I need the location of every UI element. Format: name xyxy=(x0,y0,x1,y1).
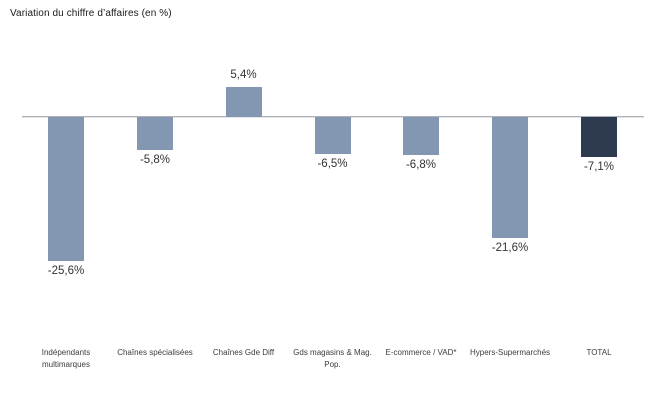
category-label: E-commerce / VAD* xyxy=(385,348,457,357)
bar-value-label: -25,6% xyxy=(47,264,85,277)
bar xyxy=(492,117,528,239)
bar-value-label: -5,8% xyxy=(139,153,171,166)
bar-total xyxy=(581,117,617,157)
chart-title: Variation du chiffre d’affaires (en %) xyxy=(10,8,172,19)
category-label: TOTAL xyxy=(586,348,612,357)
bar xyxy=(403,117,439,156)
category-label: Chaînes Gde Diff xyxy=(212,348,275,357)
bar xyxy=(137,117,173,150)
bar-value-label: 5,4% xyxy=(230,68,257,81)
category-label: Gds magasins & Mag. Pop. xyxy=(293,348,372,369)
bar xyxy=(225,86,262,117)
category-label: Indépendants multimarques xyxy=(41,348,91,369)
bar-value-label: -6,8% xyxy=(405,159,437,172)
bar-value-label: -21,6% xyxy=(491,242,529,255)
bar-value-label: -7,1% xyxy=(583,160,615,173)
bar-value-label: -6,5% xyxy=(317,157,348,170)
bar xyxy=(48,117,84,261)
bar xyxy=(314,117,351,154)
category-label: Hypers-Supermarchés xyxy=(469,348,551,357)
category-label: Chaînes spécialisées xyxy=(117,348,193,357)
